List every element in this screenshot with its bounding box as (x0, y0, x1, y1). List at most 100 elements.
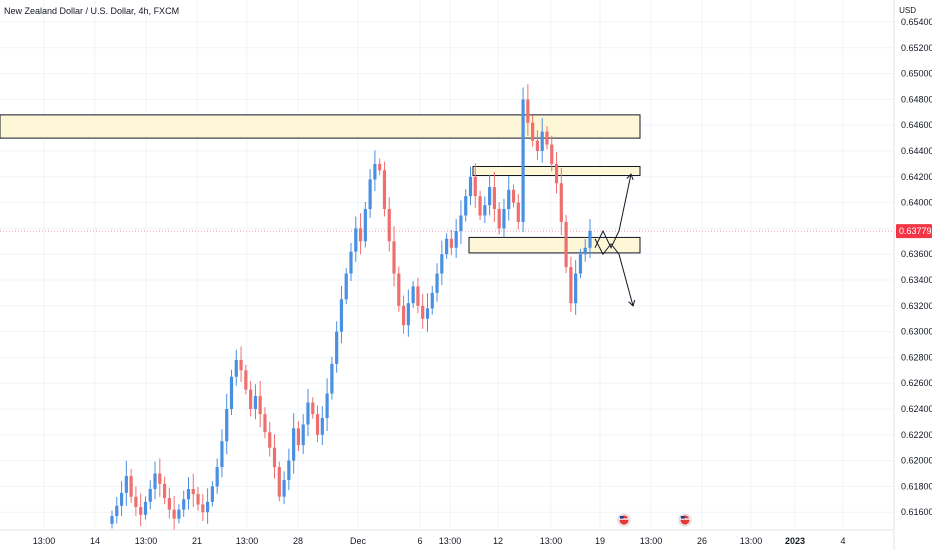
candle-up (483, 205, 487, 216)
candle-down (277, 467, 281, 497)
candle-down (387, 209, 391, 242)
candle-up (349, 251, 353, 274)
candle-down (296, 428, 301, 446)
price-tick-label: 0.65000 (901, 69, 932, 79)
candle-down (315, 414, 320, 435)
candle-up (220, 441, 224, 468)
candle-up (124, 476, 128, 493)
candle-up (339, 299, 344, 332)
candle-down (416, 286, 420, 306)
economic-events[interactable] (617, 513, 692, 527)
candle-up (459, 215, 463, 231)
candle-up (502, 209, 506, 229)
candle-up (177, 509, 181, 519)
candle-up (540, 131, 544, 151)
candle-down (421, 305, 425, 319)
horizontal-zones[interactable] (0, 114, 641, 254)
price-tick-label: 0.63200 (901, 301, 932, 311)
candle-up (282, 479, 286, 497)
candle-up (287, 460, 291, 480)
candle-down (134, 496, 138, 508)
bearish-scenario-path[interactable] (594, 238, 634, 306)
candle-up (507, 189, 511, 210)
price-tick-label: 0.62000 (901, 456, 932, 466)
candle-down (401, 305, 406, 326)
candle-down (272, 447, 277, 468)
candlestick-series (110, 84, 592, 531)
candle-down (535, 140, 540, 151)
candle-down (531, 122, 535, 141)
candle-up (406, 303, 410, 326)
candle-up (464, 196, 468, 216)
candle-up (588, 230, 592, 248)
candle-up (229, 376, 234, 409)
candle-down (311, 402, 315, 415)
scenario-paths[interactable] (594, 173, 636, 307)
time-tick-label: 4 (840, 536, 845, 546)
candle-up (292, 428, 296, 461)
price-tick-label: 0.62400 (901, 404, 932, 414)
price-tick-label: 0.64800 (901, 94, 932, 104)
price-tick-label: 0.63400 (901, 275, 932, 285)
candle-up (574, 273, 578, 304)
time-tick-label: 6 (417, 536, 422, 546)
candle-up (186, 488, 191, 500)
candle-down (191, 488, 195, 495)
price-tick-label: 0.64600 (901, 120, 932, 130)
candle-up (583, 247, 587, 255)
candle-down (473, 176, 477, 197)
price-tick-label: 0.62200 (901, 430, 932, 440)
candle-up (225, 409, 229, 442)
candle-down (559, 183, 563, 222)
candle-up (215, 467, 219, 487)
candle-down (478, 196, 482, 216)
candle-up (330, 363, 334, 394)
candle-up (521, 99, 525, 222)
candle-up (440, 254, 444, 274)
price-tick-label: 0.65200 (901, 43, 932, 53)
price-tick-label: 0.65400 (901, 17, 932, 27)
time-tick-label: 19 (595, 536, 605, 546)
candle-up (488, 187, 492, 206)
price-tick-label: 0.63000 (901, 327, 932, 337)
time-tick-label: 13:00 (740, 536, 763, 546)
candle-up (153, 473, 157, 489)
candle-down (263, 414, 267, 433)
resistance-zone[interactable] (468, 236, 641, 254)
candle-down (129, 476, 133, 497)
time-tick-label: 21 (192, 536, 202, 546)
time-tick-label: 13:00 (540, 536, 563, 546)
candle-down (397, 273, 401, 306)
resistance-zone[interactable] (0, 114, 641, 139)
candle-up (301, 424, 305, 446)
candle-up (368, 179, 372, 210)
candle-down (139, 507, 143, 515)
bullish-scenario-path[interactable] (594, 174, 632, 249)
price-tick-label: 0.64200 (901, 172, 932, 182)
current-price-badge: 0.63779 (896, 224, 932, 239)
candle-down (449, 238, 453, 248)
candle-down (569, 267, 573, 304)
candle-down (167, 498, 171, 510)
candle-up (411, 286, 415, 304)
time-tick-label: 13:00 (33, 536, 56, 546)
time-tick-label: 13:00 (135, 536, 158, 546)
us-flag-icon[interactable] (678, 513, 692, 527)
candle-down (249, 389, 253, 409)
price-tick-label: 0.64000 (901, 198, 932, 208)
candle-down (358, 228, 363, 242)
candle-down (196, 494, 200, 505)
candle-up (335, 331, 339, 364)
candle-up (253, 396, 257, 409)
candle-up (435, 273, 439, 293)
candle-down (492, 187, 496, 210)
time-tick-label: 12 (493, 536, 503, 546)
candle-up (578, 254, 583, 274)
price-tick-label: 0.64400 (901, 146, 932, 156)
time-axis[interactable]: 13:00 14 13:00 21 13:00 28 Dec 6 13:00 12 13:00 19 1… (33, 536, 846, 546)
chart-title: New Zealand Dollar / U.S. Dollar, 4h, FX… (4, 6, 180, 16)
price-axis[interactable]: 0.65400 0.65200 0.65000 0.64800 0.64600 0.644… (901, 17, 932, 517)
candle-down (239, 359, 243, 371)
us-flag-icon[interactable] (617, 513, 631, 527)
